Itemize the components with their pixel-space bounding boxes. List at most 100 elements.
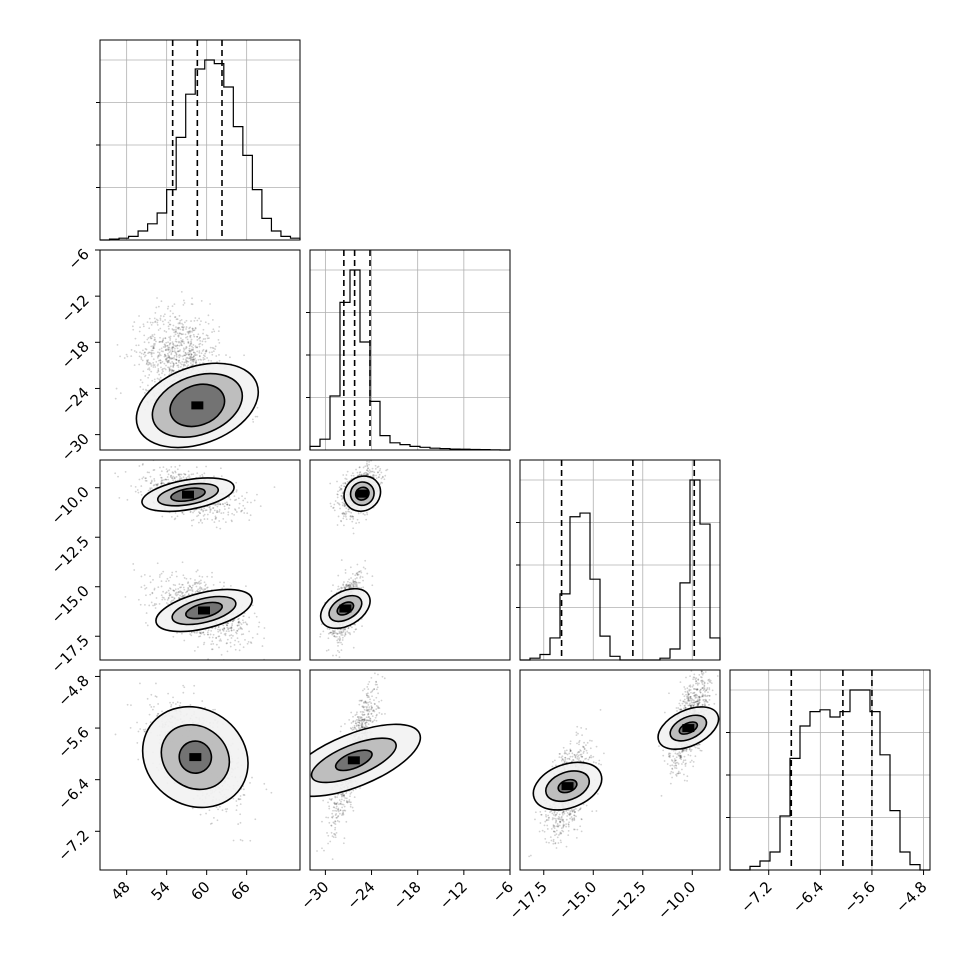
scatter-point — [183, 577, 186, 579]
scatter-point — [187, 360, 190, 363]
scatter-point — [229, 356, 231, 359]
scatter-point — [163, 373, 166, 376]
scatter-point — [225, 642, 228, 645]
scatter-point — [165, 349, 167, 352]
scatter-point — [142, 388, 145, 391]
scatter-point — [172, 329, 175, 331]
scatter-point — [196, 335, 199, 338]
scatter-point — [177, 326, 180, 329]
scatter-point — [191, 327, 194, 330]
scatter-point — [343, 502, 345, 505]
scatter-point — [242, 646, 245, 649]
scatter-point — [349, 515, 352, 518]
scatter-point — [169, 337, 172, 340]
scatter-point — [167, 579, 170, 582]
scatter-point — [155, 360, 158, 363]
scatter-point — [162, 346, 165, 348]
scatter-point — [169, 576, 172, 579]
scatter-point — [199, 362, 201, 365]
scatter-point — [202, 631, 204, 634]
scatter-point — [196, 335, 199, 338]
scatter-point — [187, 470, 190, 473]
scatter-point — [157, 369, 160, 372]
scatter-point — [166, 344, 168, 347]
scatter-point — [365, 473, 368, 476]
scatter-point — [152, 469, 155, 472]
scatter-point — [177, 335, 180, 338]
scatter-point — [216, 503, 219, 505]
scatter-point — [153, 347, 156, 350]
scatter-point — [135, 351, 138, 354]
scatter-point — [366, 460, 368, 463]
scatter-point — [150, 693, 153, 696]
scatter-point — [220, 640, 223, 642]
scatter-point — [188, 584, 191, 587]
scatter-point — [180, 477, 183, 480]
scatter-point — [215, 643, 218, 646]
scatter-point — [218, 639, 221, 642]
scatter-point — [189, 335, 191, 338]
scatter-point — [246, 642, 249, 645]
scatter-point — [176, 701, 179, 704]
scatter-point — [168, 336, 171, 339]
scatter-point — [234, 648, 237, 651]
scatter-point — [187, 331, 190, 334]
scatter-point — [200, 508, 202, 511]
scatter-point — [156, 714, 159, 717]
scatter-point — [184, 364, 187, 367]
scatter-point — [192, 349, 194, 351]
scatter-point — [265, 788, 268, 791]
scatter-point — [144, 588, 146, 590]
scatter-point — [180, 595, 183, 598]
scatter-point — [160, 350, 163, 353]
scatter-point — [162, 339, 164, 342]
scatter-point — [173, 518, 176, 521]
scatter-point — [201, 700, 204, 702]
scatter-point — [145, 612, 148, 614]
scatter-point — [230, 626, 233, 629]
scatter-point — [245, 585, 247, 588]
scatter-point — [204, 509, 207, 512]
scatter-point — [156, 355, 159, 358]
density-peak — [182, 490, 194, 499]
scatter-point — [184, 321, 186, 324]
scatter-point — [348, 508, 350, 510]
scatter-point — [190, 353, 193, 356]
scatter-point — [173, 347, 176, 350]
scatter-point — [175, 358, 177, 361]
scatter-point — [336, 524, 339, 526]
scatter-point — [224, 521, 227, 524]
scatter-point — [201, 508, 203, 511]
scatter-point — [182, 327, 185, 329]
scatter-point — [174, 511, 177, 514]
scatter-point — [206, 586, 209, 589]
scatter-point — [190, 631, 193, 634]
scatter-point — [334, 500, 337, 502]
scatter-point — [193, 583, 196, 586]
scatter-point — [224, 634, 227, 637]
scatter-point — [375, 477, 378, 480]
scatter-point — [206, 337, 209, 340]
scatter-point — [188, 345, 191, 348]
scatter-point — [140, 493, 143, 496]
scatter-point — [238, 507, 240, 509]
scatter-point — [217, 635, 220, 638]
scatter-point — [159, 359, 162, 362]
scatter-point — [198, 343, 201, 346]
scatter-point — [148, 604, 151, 607]
scatter-point — [152, 347, 155, 350]
scatter-point — [190, 364, 193, 367]
scatter-point — [202, 338, 205, 340]
scatter-point — [220, 512, 223, 515]
scatter-point — [134, 337, 137, 340]
panel-frame — [99, 669, 301, 871]
scatter-point — [206, 575, 209, 578]
scatter-point — [167, 478, 170, 481]
scatter-point — [164, 353, 166, 356]
scatter-point — [242, 615, 245, 618]
scatter-point — [173, 344, 175, 347]
scatter-point — [151, 334, 154, 336]
scatter-point — [204, 321, 207, 324]
scatter-point — [172, 343, 175, 346]
scatter-point — [157, 351, 159, 354]
